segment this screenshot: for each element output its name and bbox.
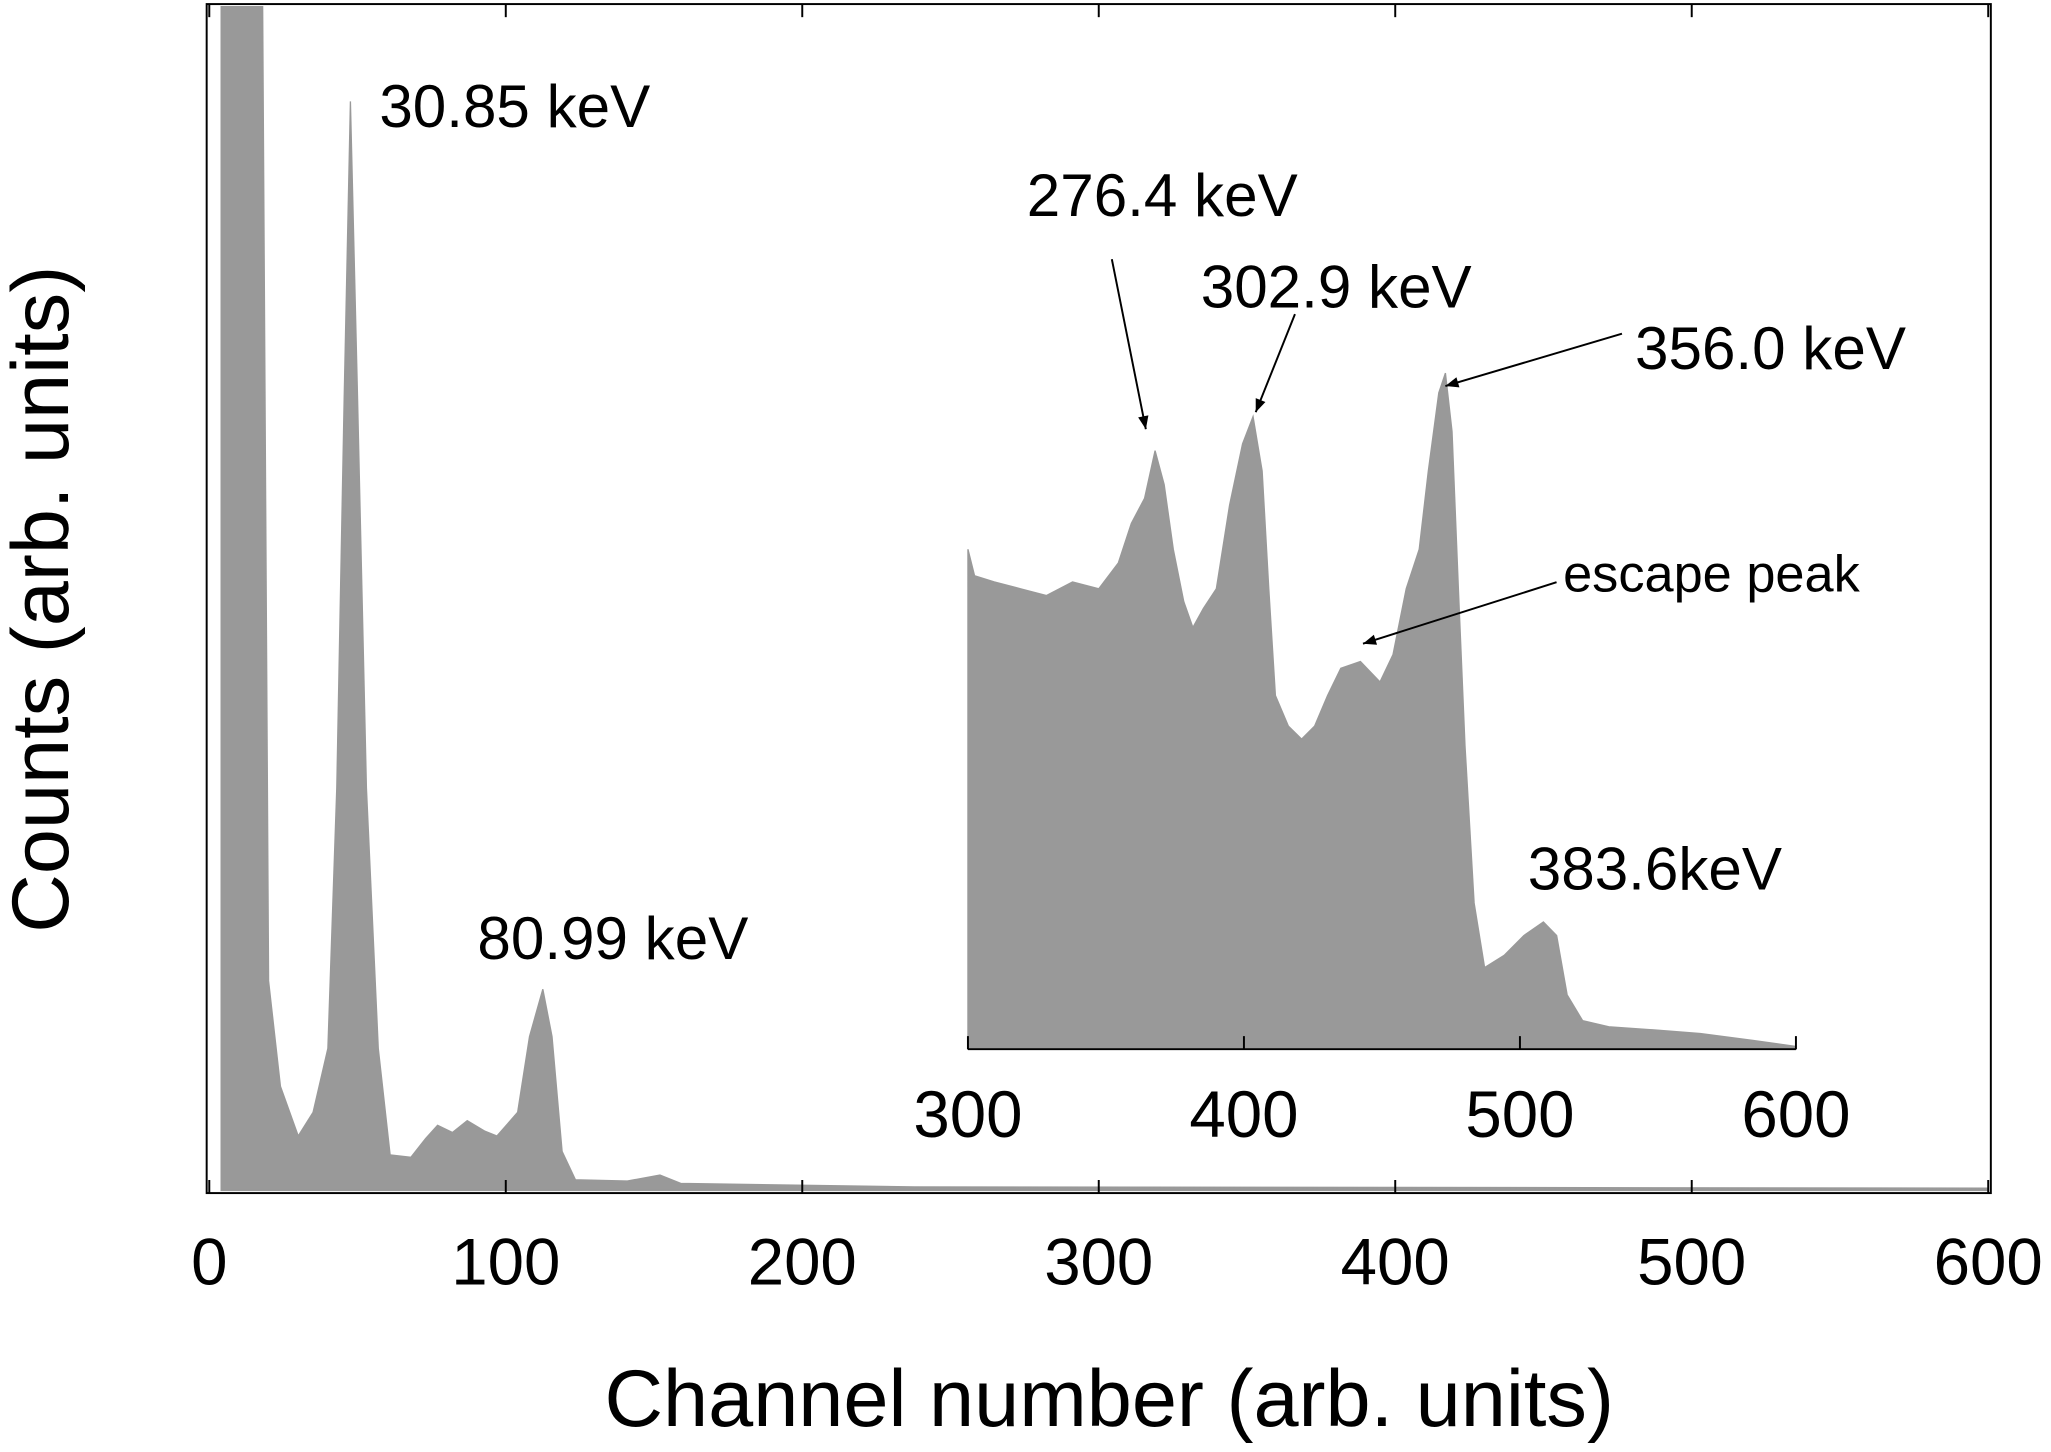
annotation: 356.0 keV — [1635, 315, 1906, 382]
x-tick-label: 600 — [1741, 1078, 1850, 1151]
arrow — [1445, 332, 1623, 388]
annotation: 302.9 keV — [1201, 254, 1472, 321]
x-tick-label: 300 — [1044, 1226, 1153, 1299]
x-tick-label: 400 — [1341, 1226, 1450, 1299]
x-tick-label: 0 — [191, 1226, 227, 1299]
x-axis-label: Channel number (arb. units) — [604, 1354, 1613, 1444]
annotation: 80.99 keV — [477, 905, 748, 972]
arrows — [1110, 258, 1623, 645]
arrow — [1254, 313, 1296, 413]
x-tick-label: 600 — [1934, 1226, 2043, 1299]
x-tick-label: 400 — [1189, 1078, 1298, 1151]
spectrum-area — [220, 6, 1989, 1192]
main-plot — [220, 6, 1989, 1192]
spectrum-area — [967, 372, 1797, 1050]
annotation: 30.85 keV — [379, 73, 650, 140]
y-axis-label: Counts (arb. units) — [0, 266, 86, 933]
x-tick-label: 300 — [913, 1078, 1022, 1151]
annotation: escape peak — [1563, 545, 1861, 603]
arrow — [1362, 581, 1557, 645]
annotation: 276.4 keV — [1027, 162, 1298, 229]
x-tick-label: 500 — [1465, 1078, 1574, 1151]
annotation: 383.6keV — [1528, 836, 1782, 903]
x-tick-label: 100 — [451, 1226, 560, 1299]
arrow — [1110, 258, 1149, 430]
x-tick-label: 200 — [748, 1226, 857, 1299]
x-tick-label: 500 — [1637, 1226, 1746, 1299]
inset-plot — [967, 372, 1797, 1050]
